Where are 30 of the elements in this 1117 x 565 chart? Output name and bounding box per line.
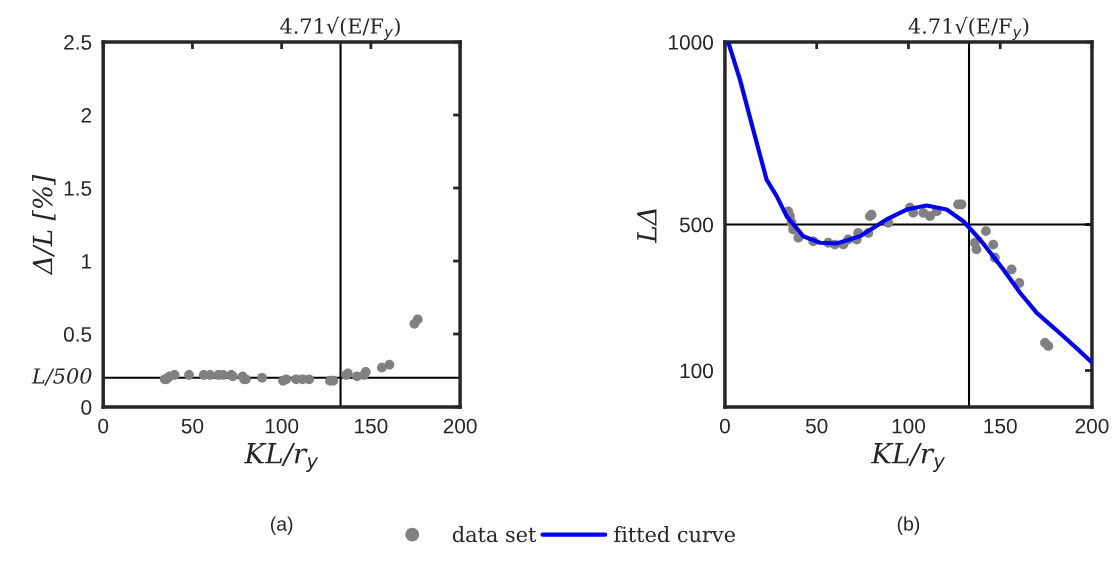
x-tick-label: 100 — [892, 418, 926, 434]
y-tick-label: 0 — [81, 400, 92, 415]
x-tick-label: 0 — [98, 418, 109, 434]
y-tick-label: 0.5 — [63, 327, 92, 342]
y-tick-label: 1.5 — [64, 181, 92, 196]
y-tick-label: 2.5 — [64, 35, 92, 50]
x-tick-label: 200 — [1075, 418, 1109, 434]
y-tick-label: 1000 — [669, 35, 714, 50]
ref-line-label: 4.71√(E/F$_{y}$) — [908, 16, 1029, 41]
y-axis-title: LΔ — [637, 209, 657, 244]
y-tick-label: 1 — [82, 254, 92, 269]
ref-line-label: 4.71√(E/F$_{y}$) — [280, 16, 400, 41]
x-tick-label: 150 — [355, 418, 388, 434]
x-tick-label: 100 — [265, 418, 299, 434]
text: (a) — [270, 516, 293, 535]
legend-label: data set — [452, 526, 537, 543]
y-tick-label: 2 — [81, 108, 92, 123]
x-axis-title: KL/r$_{y}$ — [244, 443, 319, 472]
ref-line-label: L/500 — [31, 368, 92, 386]
text: (b) — [897, 516, 920, 535]
y-axis-title: Δ/L [%] — [32, 174, 56, 276]
x-tick-label: 200 — [443, 418, 477, 434]
legend-label: fitted curve — [614, 526, 735, 543]
x-axis-title: KL/r$_{y}$ — [870, 443, 946, 472]
x-tick-label: 150 — [984, 418, 1017, 434]
y-tick-label: 100 — [680, 363, 714, 379]
y-tick-label: 500 — [679, 217, 714, 233]
x-tick-label: 50 — [181, 418, 204, 434]
x-tick-label: 50 — [805, 418, 828, 434]
x-tick-label: 0 — [719, 418, 730, 434]
